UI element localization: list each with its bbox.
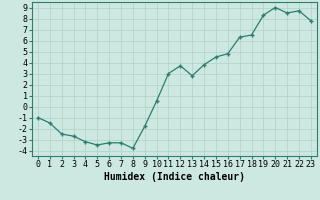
X-axis label: Humidex (Indice chaleur): Humidex (Indice chaleur)	[104, 172, 245, 182]
